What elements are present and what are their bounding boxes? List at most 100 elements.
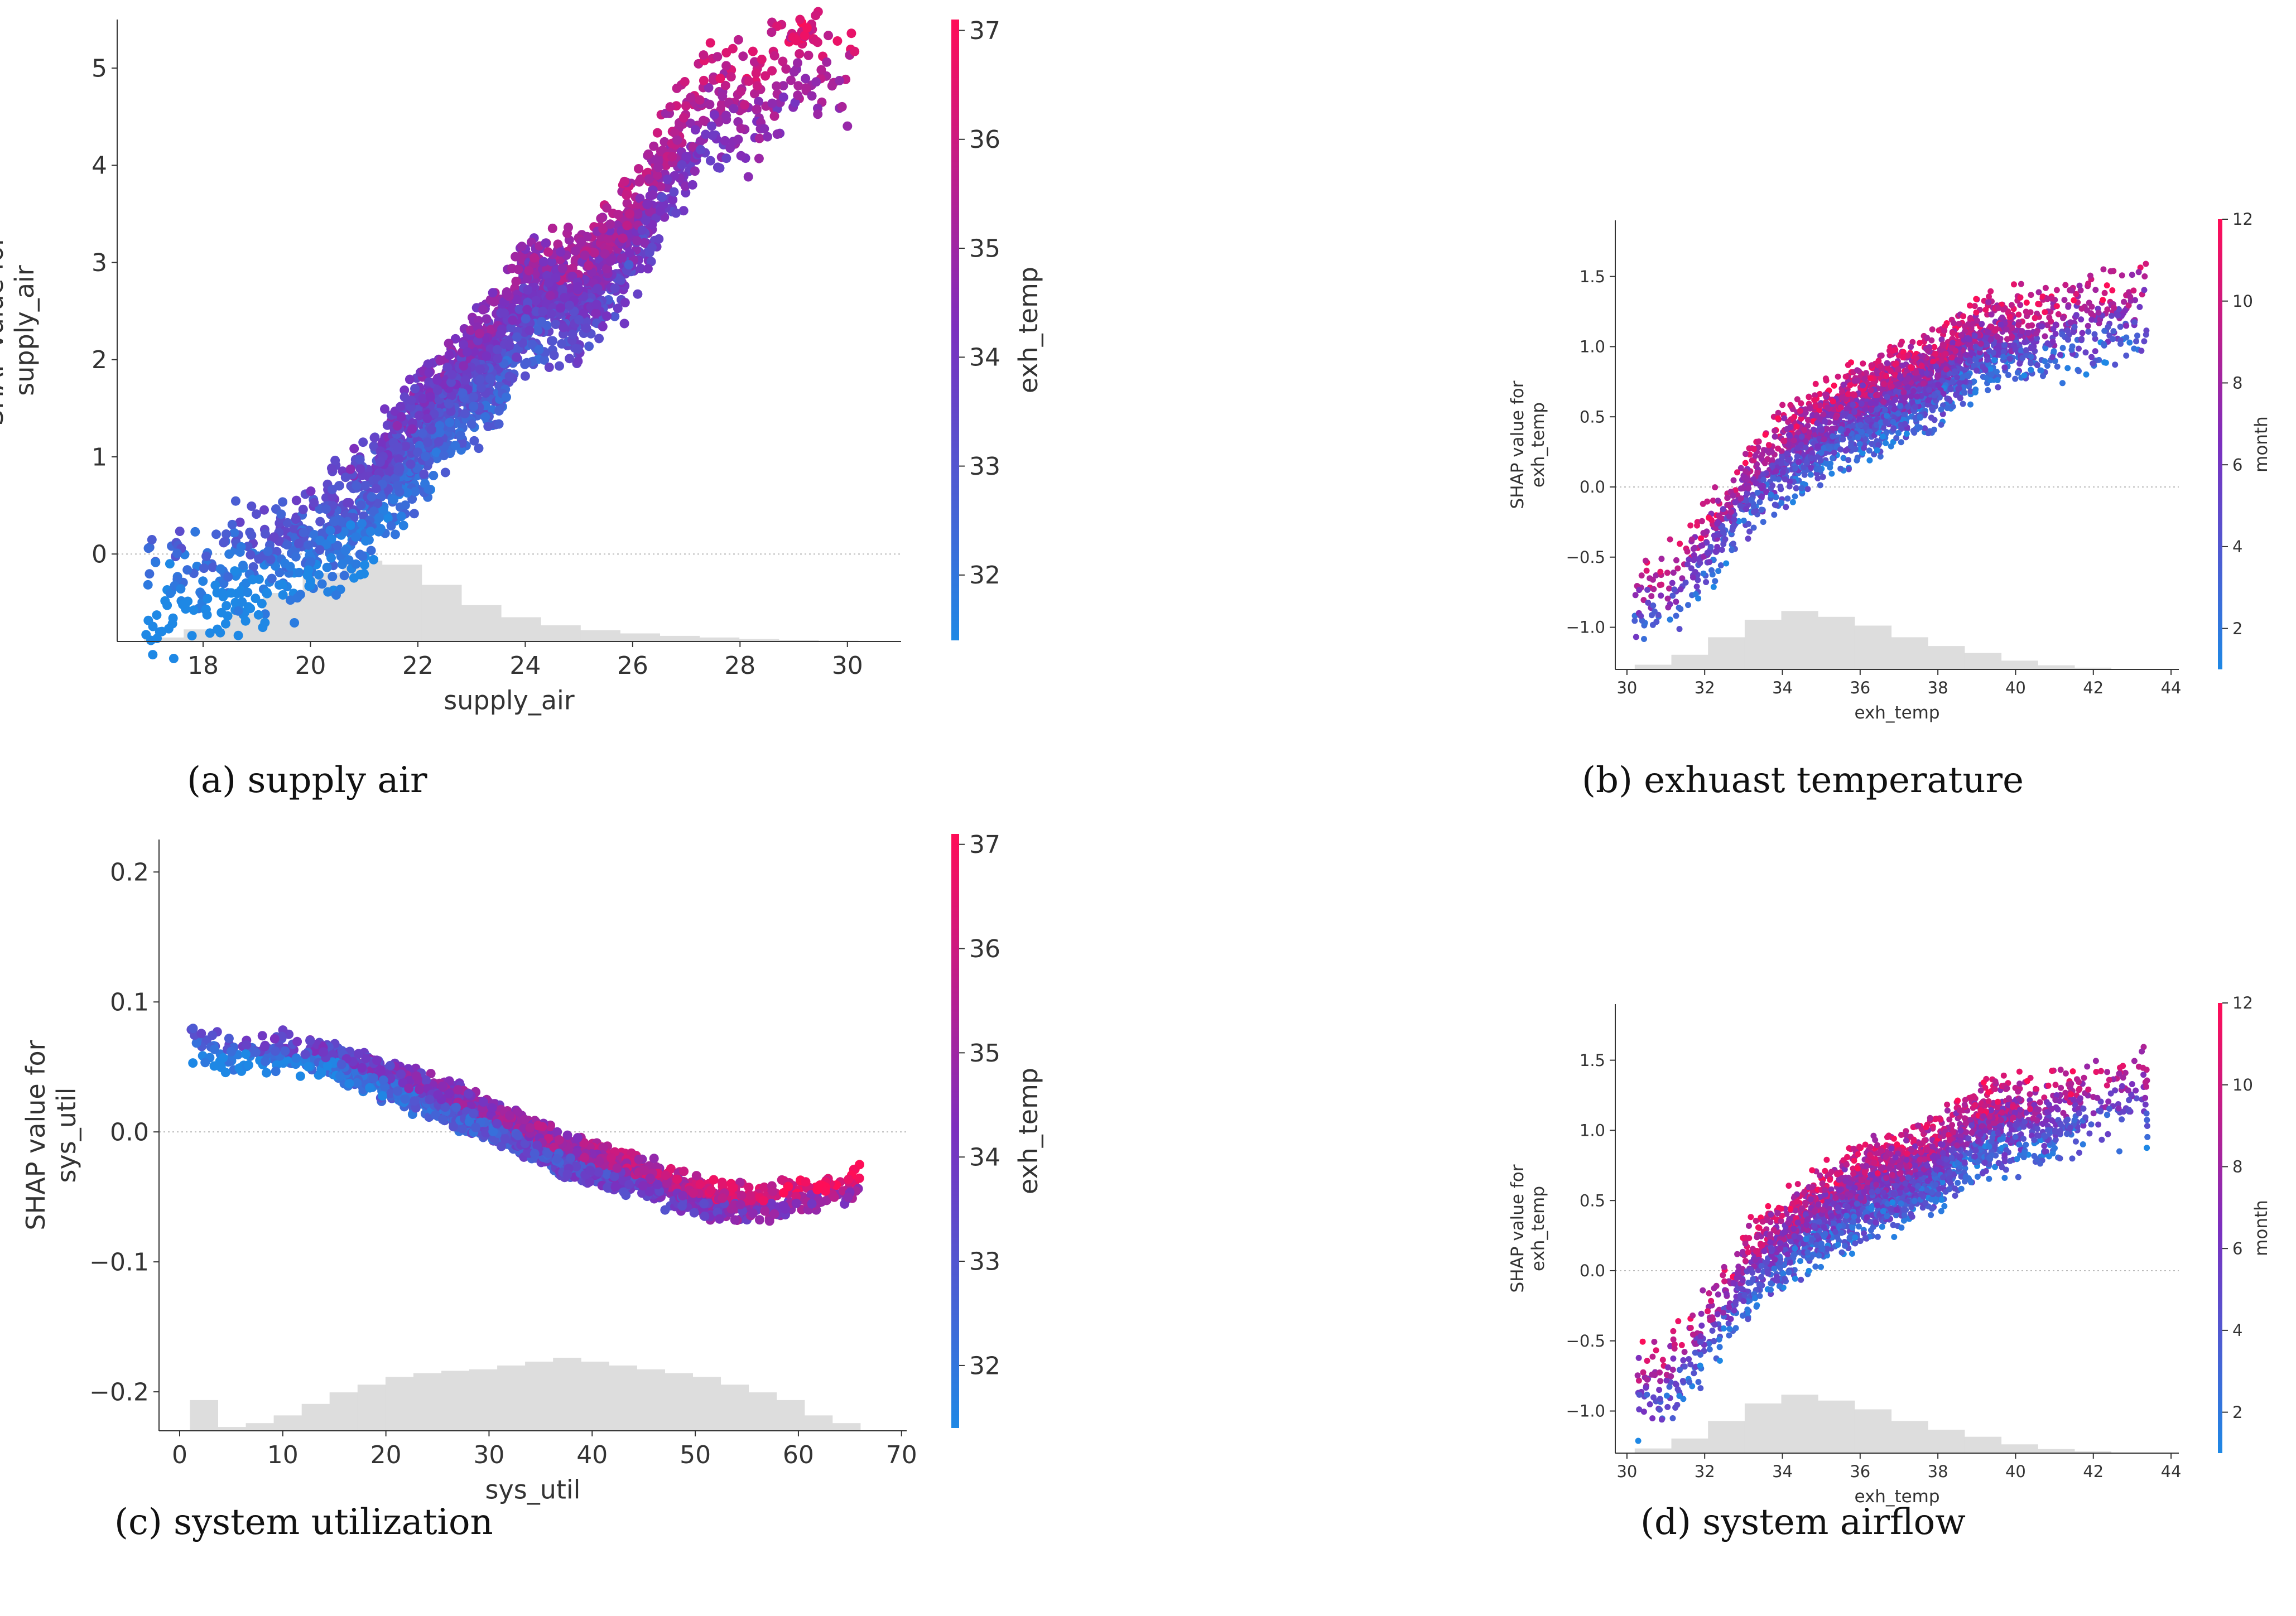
data-point — [475, 364, 485, 374]
data-point — [791, 36, 801, 46]
data-point — [1666, 585, 1672, 592]
data-point — [1985, 299, 1992, 306]
data-point — [1888, 383, 1895, 390]
data-point — [444, 399, 454, 409]
data-point — [508, 315, 518, 325]
data-point — [2057, 351, 2063, 358]
data-point — [2134, 332, 2140, 339]
data-point — [594, 334, 604, 344]
data-point — [1756, 499, 1763, 505]
data-point — [632, 236, 642, 246]
data-point — [2018, 281, 2024, 287]
data-point — [2044, 296, 2050, 302]
data-point — [2126, 339, 2133, 346]
data-point — [2131, 319, 2138, 325]
x-tick-label: 30 — [832, 652, 863, 680]
data-point — [1840, 382, 1847, 388]
data-point — [1638, 572, 1645, 579]
data-point — [1941, 327, 1948, 334]
data-point — [1866, 428, 1873, 435]
data-point — [1952, 368, 1958, 375]
data-point — [1988, 311, 1995, 318]
data-point — [1807, 405, 1813, 412]
data-point — [1647, 575, 1653, 582]
data-point — [199, 563, 209, 573]
histogram-b — [1634, 611, 2148, 669]
histogram-bar — [501, 617, 541, 641]
data-point — [680, 181, 690, 191]
data-point — [1677, 586, 1684, 592]
histogram-bar — [1708, 637, 1745, 669]
data-point — [728, 44, 738, 54]
data-point — [2112, 361, 2119, 368]
data-point — [1745, 485, 1752, 491]
data-point — [1916, 386, 1923, 393]
data-point — [1769, 457, 1775, 464]
data-point — [2042, 358, 2048, 365]
data-point — [556, 303, 565, 313]
data-point — [1840, 436, 1846, 443]
data-point — [707, 121, 716, 131]
data-point — [1903, 431, 1910, 437]
data-point — [559, 322, 569, 332]
data-point — [1926, 387, 1932, 393]
data-point — [143, 543, 153, 553]
data-point — [2059, 380, 2066, 387]
data-point — [1830, 455, 1836, 461]
data-point — [1794, 453, 1801, 460]
data-point — [1997, 321, 2004, 328]
data-point — [2117, 340, 2124, 347]
data-point — [1737, 495, 1744, 501]
data-point — [346, 520, 355, 530]
data-point — [752, 81, 762, 91]
data-point — [1931, 392, 1938, 399]
data-point — [2078, 305, 2085, 312]
data-point — [504, 340, 514, 350]
data-point — [493, 354, 503, 364]
data-point — [544, 363, 554, 372]
data-point — [1966, 357, 1973, 364]
data-point — [1754, 469, 1761, 476]
data-point — [1995, 305, 2001, 311]
data-point — [429, 471, 439, 480]
data-point — [2044, 340, 2051, 347]
histogram-bar — [1928, 646, 1965, 669]
data-point — [210, 580, 220, 590]
data-point — [657, 192, 667, 202]
data-point — [1904, 403, 1911, 410]
data-point — [157, 626, 167, 636]
data-point — [298, 504, 308, 514]
data-point — [589, 248, 599, 258]
data-point — [1651, 608, 1658, 615]
data-point — [1914, 393, 1920, 400]
data-point — [1642, 557, 1649, 564]
data-point — [524, 266, 534, 276]
data-point — [2025, 322, 2032, 329]
data-point — [421, 451, 431, 461]
data-point — [1950, 340, 1956, 346]
data-point — [667, 152, 677, 162]
data-point — [1667, 536, 1673, 543]
data-point — [1961, 389, 1968, 396]
data-point — [371, 484, 381, 494]
histogram-bar — [421, 585, 462, 641]
data-point — [593, 283, 603, 293]
data-point — [1750, 509, 1757, 515]
data-point — [1792, 493, 1798, 500]
data-point — [1803, 459, 1810, 465]
data-point — [733, 35, 743, 45]
data-point — [359, 560, 369, 570]
data-point — [1990, 349, 1996, 356]
data-point — [148, 650, 158, 660]
data-point — [1898, 439, 1904, 446]
data-point — [1823, 377, 1830, 384]
data-point — [269, 532, 279, 542]
data-point — [2104, 282, 2110, 289]
data-point — [396, 412, 406, 422]
data-point — [2015, 311, 2022, 318]
data-point — [1920, 380, 1927, 387]
data-point — [1822, 391, 1828, 398]
data-point — [321, 504, 331, 514]
data-point — [183, 596, 193, 606]
data-point — [1957, 358, 1963, 364]
